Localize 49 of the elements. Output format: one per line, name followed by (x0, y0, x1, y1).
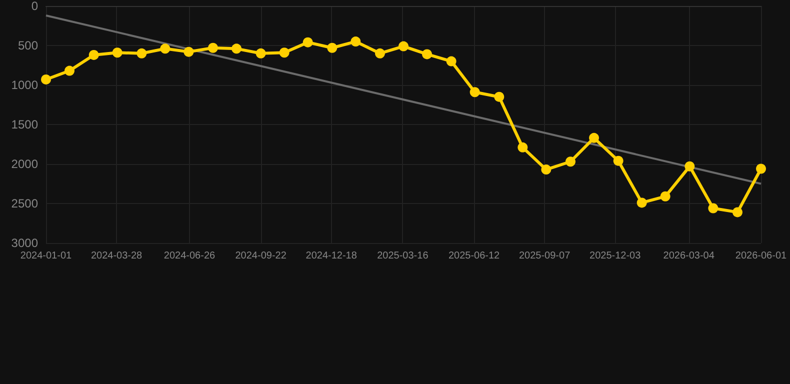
point (279, 48, 290, 58)
y-tick-label: 0 (31, 0, 38, 13)
x-tick-label: 2026-03-04 (663, 250, 715, 262)
point (446, 56, 456, 66)
point (494, 92, 504, 102)
x-tick-label: 2024-01-01 (20, 250, 72, 262)
point (398, 41, 408, 52)
x-tick-label: 2024-12-18 (306, 250, 358, 262)
point (566, 156, 576, 167)
x-tick-label: 2026-06-01 (735, 250, 788, 262)
point (208, 42, 218, 53)
point (350, 36, 361, 47)
y-tick-label: 1000 (11, 78, 38, 92)
y-tick-label: 2500 (11, 196, 38, 210)
point (88, 50, 99, 60)
point (636, 198, 647, 208)
point (375, 48, 385, 58)
x-tick-label: 2025-03-16 (377, 250, 429, 262)
y-tick-label: 1500 (11, 118, 38, 132)
point (327, 42, 338, 53)
point (589, 132, 600, 143)
y-tick-label: 2000 (11, 157, 38, 171)
point (302, 37, 313, 48)
x-tick-label: 2025-06-12 (448, 250, 500, 262)
point (232, 44, 242, 54)
point (660, 191, 670, 202)
point (112, 48, 122, 58)
point (470, 87, 480, 98)
x-tick-label: 2024-06-26 (164, 250, 216, 262)
x-tick-label: 2024-09-22 (235, 250, 287, 262)
point (41, 74, 51, 84)
point (256, 48, 266, 58)
point (422, 49, 432, 60)
point (160, 44, 170, 54)
point (613, 156, 624, 166)
x-tick-label: 2024-03-28 (90, 250, 143, 262)
point (756, 164, 766, 174)
point (684, 161, 695, 172)
point (136, 48, 147, 58)
y-tick-label: 500 (18, 38, 38, 52)
x-tick-label: 2025-09-07 (518, 250, 571, 262)
point (541, 164, 552, 175)
x-tick-label: 2025-12-03 (590, 250, 642, 262)
point (732, 207, 742, 218)
y-tick-label: 3000 (11, 236, 38, 250)
point (518, 142, 528, 152)
point (708, 203, 718, 214)
point (184, 46, 194, 57)
point (64, 66, 75, 76)
